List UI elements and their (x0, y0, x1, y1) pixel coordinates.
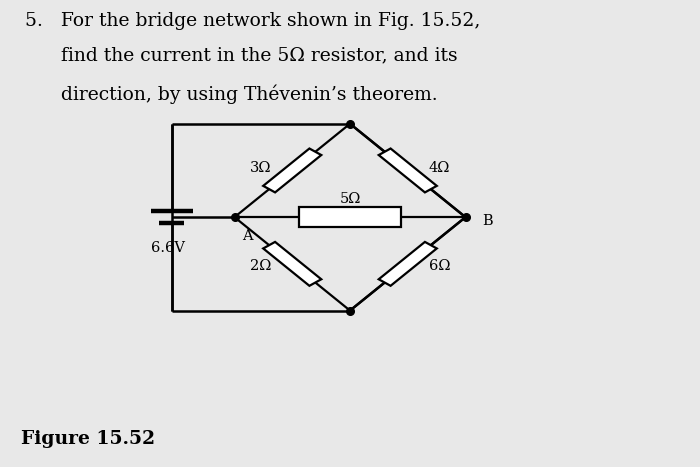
Polygon shape (263, 149, 321, 192)
Polygon shape (263, 242, 321, 286)
Text: 3Ω: 3Ω (250, 161, 272, 175)
Text: 5.   For the bridge network shown in Fig. 15.52,: 5. For the bridge network shown in Fig. … (25, 12, 480, 30)
Text: A: A (241, 229, 253, 243)
Text: direction, by using Thévenin’s theorem.: direction, by using Thévenin’s theorem. (25, 84, 437, 104)
Polygon shape (379, 149, 437, 192)
Text: Figure 15.52: Figure 15.52 (21, 430, 155, 448)
Text: 5Ω: 5Ω (340, 192, 360, 206)
Text: B: B (482, 214, 493, 228)
Text: 4Ω: 4Ω (428, 161, 450, 175)
Text: find the current in the 5Ω resistor, and its: find the current in the 5Ω resistor, and… (25, 47, 457, 65)
Polygon shape (379, 242, 437, 286)
Text: 2Ω: 2Ω (250, 259, 272, 273)
Bar (299, 207, 401, 227)
Text: 6Ω: 6Ω (428, 259, 450, 273)
Text: 6.6V: 6.6V (151, 241, 185, 255)
